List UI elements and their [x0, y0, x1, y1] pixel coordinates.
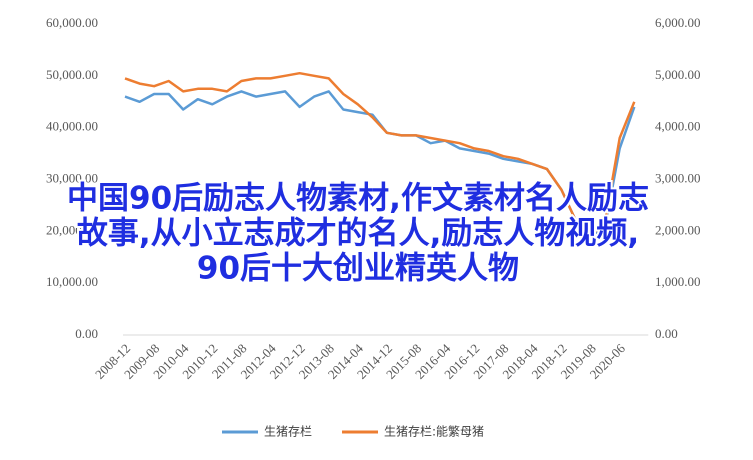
y2-tick-label: 5,000.00 — [655, 67, 701, 82]
y2-tick-label: 3,000.00 — [655, 170, 701, 185]
y2-tick-label: 1,000.00 — [655, 274, 701, 289]
y-tick-label: 0.00 — [75, 326, 98, 341]
y2-tick-label: 4,000.00 — [655, 119, 701, 134]
y-tick-label: 10,000.00 — [46, 274, 98, 289]
series-line — [124, 71, 636, 238]
y-tick-label: 30,000.00 — [46, 170, 98, 185]
overlay-title: 故事,从小立志成才的名人,励志人物视频, — [77, 216, 639, 252]
legend-label: 生猪存栏:能繁母猪 — [384, 424, 484, 439]
y2-tick-label: 0.00 — [655, 326, 678, 341]
overlay-title: 中国90后励志人物素材,作文素材名人励志 — [67, 181, 649, 217]
y-tick-label: 40,000.00 — [46, 119, 98, 134]
y-tick-label: 50,000.00 — [46, 67, 98, 82]
y-tick-label: 20,000.00 — [46, 222, 98, 237]
y2-tick-label: 2,000.00 — [655, 222, 701, 237]
overlay-title: 90后十大创业精英人物 — [197, 251, 519, 287]
y2-tick-label: 6,000.00 — [655, 15, 701, 30]
y-tick-label: 60,000.00 — [46, 15, 98, 30]
legend-label: 生猪存栏 — [264, 424, 312, 439]
